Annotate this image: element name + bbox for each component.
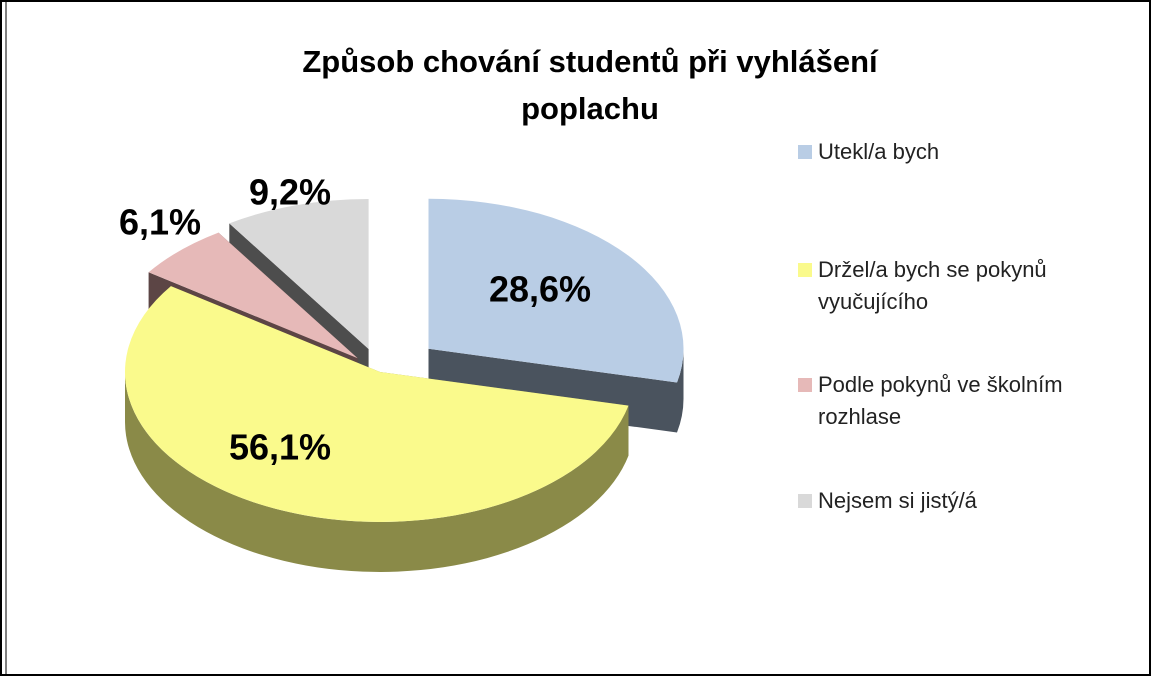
slice — [428, 198, 684, 383]
legend-item: Nejsem si jistý/á — [798, 485, 1154, 517]
legend-label: Nejsem si jistý/á — [818, 488, 977, 513]
legend-label: Podle pokynů ve školním rozhlase — [818, 372, 1063, 429]
slice — [124, 286, 629, 522]
legend-swatch — [798, 263, 812, 277]
legend-item: Utekl/a bych — [798, 136, 1154, 168]
data-label: 56,1% — [229, 427, 331, 468]
data-label: 9,2% — [249, 172, 331, 213]
slice-side — [677, 348, 684, 433]
legend-swatch — [798, 145, 812, 159]
legend-label: Utekl/a bych — [818, 139, 940, 164]
chart-title: Způsob chování studentů při vyhlášení po… — [302, 44, 878, 126]
slice — [229, 199, 369, 349]
data-label: 6,1% — [119, 202, 201, 243]
legend-swatch — [798, 378, 812, 392]
legend-item: Držel/a bych se pokynů vyučujícího — [798, 254, 1154, 318]
slice — [148, 232, 358, 359]
legend-swatch — [798, 494, 812, 508]
slice-side — [125, 372, 629, 572]
legend-label: Držel/a bych se pokynů vyučujícího — [818, 257, 1047, 314]
legend-item: Podle pokynů ve školním rozhlase — [798, 369, 1154, 433]
data-label: 28,6% — [489, 269, 591, 310]
